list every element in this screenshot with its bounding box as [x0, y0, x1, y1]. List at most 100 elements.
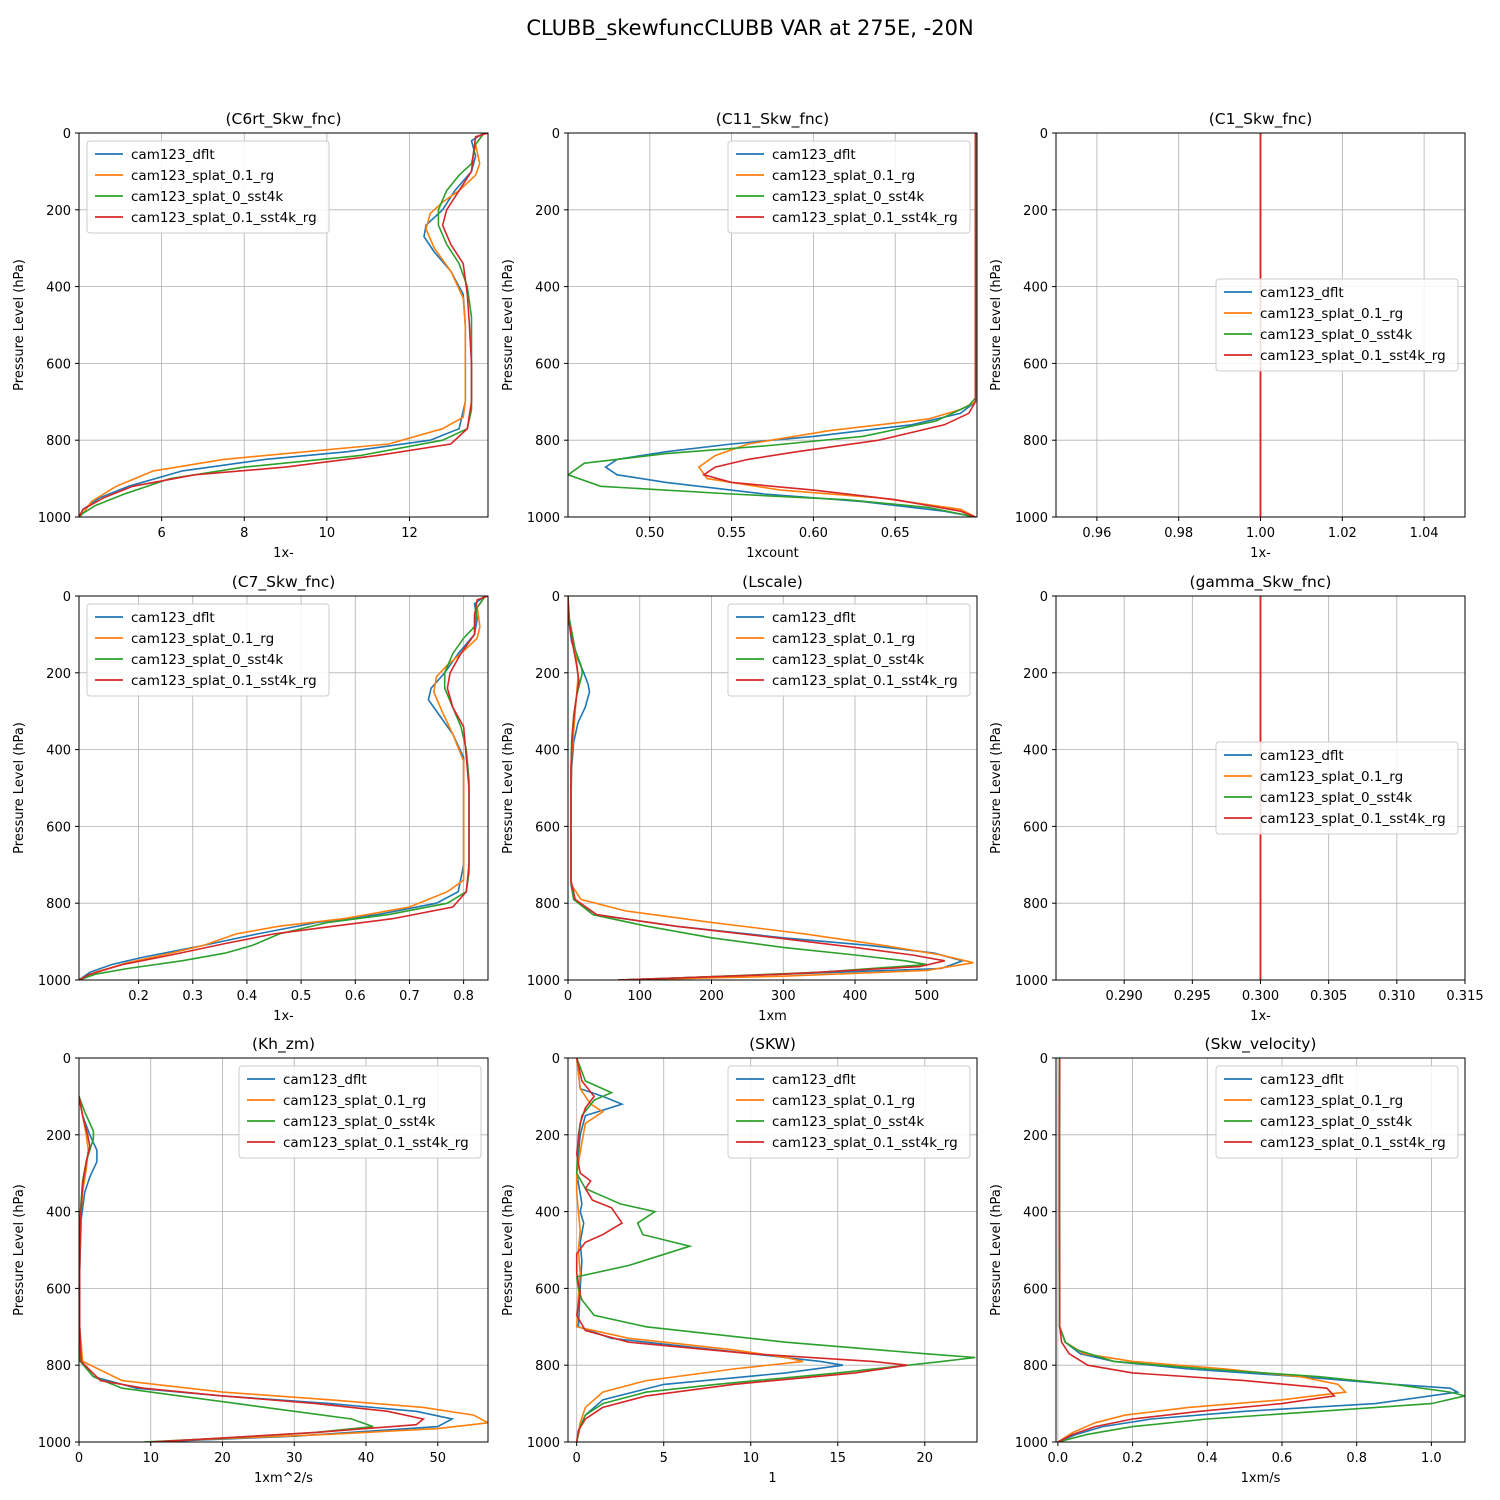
subplot-c6rt_skw_fnc: 6 8 10 12 0 200 400 600 800 1000 (C6rt_Skw_fnc) 1x-…	[12, 110, 489, 561]
x-tick-label: 0.4	[237, 989, 258, 1004]
y-axis-label: Pressure Level (hPa)	[501, 1184, 516, 1316]
subplot-title: (gamma_Skw_fnc)	[1190, 573, 1332, 592]
subplot-gamma_skw_fnc: 0.290 0.295 0.300 0.305 0.310 0.315 0 200 400 600…	[989, 573, 1484, 1024]
legend-box	[1215, 278, 1459, 372]
subplot-lscale: 0 100 200 300 400 500 0 200 400 600 800 1000 (Lscale…	[501, 573, 978, 1024]
x-axis-label: 1x-	[1250, 546, 1271, 561]
x-tick-label: 0	[573, 1451, 581, 1466]
plot-frame	[78, 1057, 489, 1443]
legend-entry: cam123_splat_0.1_sst4k_rg	[1260, 1135, 1446, 1151]
y-tick-label: 600	[46, 357, 71, 372]
y-axis-label: Pressure Level (hPa)	[989, 259, 1004, 391]
legend-entry: cam123_splat_0_sst4k	[131, 189, 283, 205]
legend-box	[727, 140, 971, 234]
legend-box	[86, 603, 330, 697]
y-tick-label: 600	[46, 820, 71, 835]
y-tick-label: 1000	[38, 511, 71, 526]
legend-box	[1215, 1065, 1459, 1159]
y-tick-label: 200	[46, 1129, 71, 1144]
x-axis-label: 1xm	[758, 1009, 787, 1024]
y-tick-label: 200	[535, 1129, 560, 1144]
y-tick-label: 0	[63, 590, 71, 605]
legend-entry: cam123_dflt	[1260, 1072, 1344, 1088]
y-tick-label: 1000	[527, 1436, 560, 1451]
x-axis-label: 1x-	[273, 1009, 294, 1024]
legend-entry: cam123_splat_0.1_rg	[131, 631, 274, 647]
x-axis-label: 1xm/s	[1241, 1471, 1281, 1486]
y-tick-label: 200	[535, 204, 560, 219]
subplot-c7_skw_fnc: 0.2 0.3 0.4 0.5 0.6 0.7 0.8 0 200 400 600 800 1000 (C…	[12, 573, 489, 1024]
legend-entry: cam123_splat_0.1_sst4k_rg	[772, 673, 958, 689]
y-axis-label: Pressure Level (hPa)	[12, 722, 27, 854]
subplot-title: (C7_Skw_fnc)	[232, 573, 336, 592]
x-tick-label: 0.295	[1174, 989, 1211, 1004]
y-tick-label: 0	[1040, 1052, 1048, 1067]
legend-entry: cam123_splat_0.1_sst4k_rg	[131, 673, 317, 689]
legend: cam123_dflt cam123_splat_0.1_rg cam123_spl…	[727, 140, 971, 234]
series-line-cam123_splat_0.1_sst4k_rg	[575, 1058, 908, 1442]
legend-entry: cam123_splat_0.1_sst4k_rg	[772, 1135, 958, 1151]
y-tick-label: 0	[552, 127, 560, 142]
series-line-cam123_splat_0.1_sst4k_rg	[79, 133, 488, 517]
y-tick-label: 800	[1023, 1359, 1048, 1374]
legend: cam123_dflt cam123_splat_0.1_rg cam123_spl…	[1215, 278, 1459, 372]
legend-entry: cam123_splat_0_sst4k	[283, 1114, 435, 1130]
x-tick-label: 0.8	[1346, 1451, 1367, 1466]
series-line-cam123_splat_0.1_sst4k_rg	[79, 596, 488, 980]
y-tick-label: 800	[535, 897, 560, 912]
legend: cam123_dflt cam123_splat_0.1_rg cam123_spl…	[1215, 1065, 1459, 1159]
x-tick-label: 12	[401, 526, 418, 541]
x-tick-label: 1.04	[1410, 526, 1439, 541]
legend-entry: cam123_dflt	[131, 610, 215, 626]
y-tick-label: 400	[46, 744, 71, 759]
subplot-title: (C6rt_Skw_fnc)	[225, 110, 341, 129]
y-tick-label: 200	[1023, 1129, 1048, 1144]
x-tick-label: 0	[75, 1451, 83, 1466]
y-tick-label: 400	[46, 1206, 71, 1221]
legend-entry: cam123_splat_0.1_rg	[1260, 769, 1403, 785]
y-tick-label: 600	[535, 820, 560, 835]
legend-entry: cam123_dflt	[283, 1072, 367, 1088]
legend-entry: cam123_splat_0.1_rg	[283, 1093, 426, 1109]
legend-entry: cam123_splat_0.1_rg	[772, 631, 915, 647]
legend-entry: cam123_splat_0.1_sst4k_rg	[283, 1135, 469, 1151]
y-tick-label: 1000	[38, 974, 71, 989]
y-tick-label: 200	[46, 204, 71, 219]
x-tick-label: 0.6	[345, 989, 366, 1004]
legend: cam123_dflt cam123_splat_0.1_rg cam123_spl…	[86, 603, 330, 697]
x-tick-label: 50	[429, 1451, 446, 1466]
y-tick-label: 400	[535, 281, 560, 296]
legend: cam123_dflt cam123_splat_0.1_rg cam123_spl…	[86, 140, 330, 234]
x-tick-label: 0.2	[128, 989, 149, 1004]
y-tick-label: 800	[46, 1359, 71, 1374]
x-tick-label: 500	[914, 989, 939, 1004]
legend-entry: cam123_splat_0.1_rg	[131, 168, 274, 184]
legend-entry: cam123_dflt	[772, 1072, 856, 1088]
y-axis-label: Pressure Level (hPa)	[989, 722, 1004, 854]
x-tick-label: 0.3	[182, 989, 203, 1004]
plot-frame	[567, 1057, 978, 1443]
y-tick-label: 1000	[527, 974, 560, 989]
x-tick-label: 0.96	[1082, 526, 1111, 541]
x-axis-label: 1	[768, 1471, 776, 1486]
legend: cam123_dflt cam123_splat_0.1_rg cam123_spl…	[238, 1065, 482, 1159]
legend-entry: cam123_splat_0.1_rg	[1260, 1093, 1403, 1109]
subplot-skw: 0 5 10 15 2002004006008001000(SKW)1Pressure …	[501, 1035, 978, 1486]
x-tick-label: 300	[771, 989, 796, 1004]
x-tick-label: 0.98	[1164, 526, 1193, 541]
legend-entry: cam123_splat_0.1_sst4k_rg	[1260, 348, 1446, 364]
x-tick-label: 30	[286, 1451, 303, 1466]
y-tick-label: 800	[535, 1359, 560, 1374]
x-tick-label: 10	[319, 526, 336, 541]
subplot-kh_zm: 0 10 20 30 40 50 0 200 400 600 800 1000 (Kh_zm) 1xm^2…	[12, 1035, 489, 1486]
legend-entry: cam123_splat_0.1_rg	[772, 1093, 915, 1109]
y-tick-label: 1000	[1015, 511, 1048, 526]
x-tick-label: 0.305	[1310, 989, 1347, 1004]
y-tick-label: 0	[552, 1052, 560, 1067]
x-axis-label: 1xcount	[746, 546, 798, 561]
plot-frame	[1055, 1057, 1466, 1443]
x-tick-label: 0.60	[799, 526, 828, 541]
y-tick-label: 0	[63, 1052, 71, 1067]
series-line-cam123_splat_0_sst4k	[79, 133, 485, 517]
legend-entry: cam123_splat_0.1_sst4k_rg	[1260, 811, 1446, 827]
